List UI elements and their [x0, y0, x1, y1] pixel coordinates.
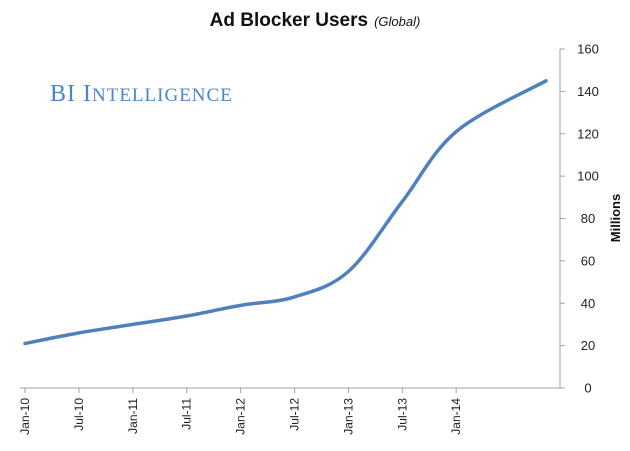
x-tick-label: Jan-11 [126, 398, 140, 434]
y-tick-label: 0 [584, 381, 591, 396]
x-tick-label: Jan-14 [449, 398, 463, 435]
y-tick-label: 120 [577, 126, 599, 141]
x-tick-label: Jul-13 [395, 398, 409, 431]
y-tick-label: 160 [577, 42, 599, 57]
x-tick-label: Jan-12 [234, 398, 248, 435]
x-tick-label: Jul-10 [72, 398, 86, 431]
watermark-rest: NTELLIGENCE [92, 85, 233, 106]
x-tick-label: Jan-13 [341, 398, 355, 435]
chart-title: Ad Blocker Users [209, 10, 369, 31]
y-tick-label: 60 [581, 253, 595, 268]
bi-intelligence-watermark: BI INTELLIGENCE [50, 81, 233, 108]
y-tick-label: 40 [581, 296, 595, 311]
y-tick-label: 20 [581, 338, 595, 353]
y-axis-label: Millions [608, 194, 623, 242]
chart-subtitle: (Global) [374, 14, 421, 29]
watermark-prefix: BI [50, 81, 83, 107]
series-line [23, 79, 548, 346]
x-tick-label: Jan-10 [18, 398, 32, 435]
y-tick-label: 80 [581, 211, 595, 226]
y-tick-label: 100 [577, 169, 599, 184]
watermark-initial: I [83, 81, 92, 107]
x-tick-label: Jul-11 [180, 398, 194, 430]
y-tick-label: 140 [577, 84, 599, 99]
x-tick-label: Jul-12 [287, 398, 301, 431]
chart-title-block: Ad Blocker Users (Global) [0, 10, 630, 32]
